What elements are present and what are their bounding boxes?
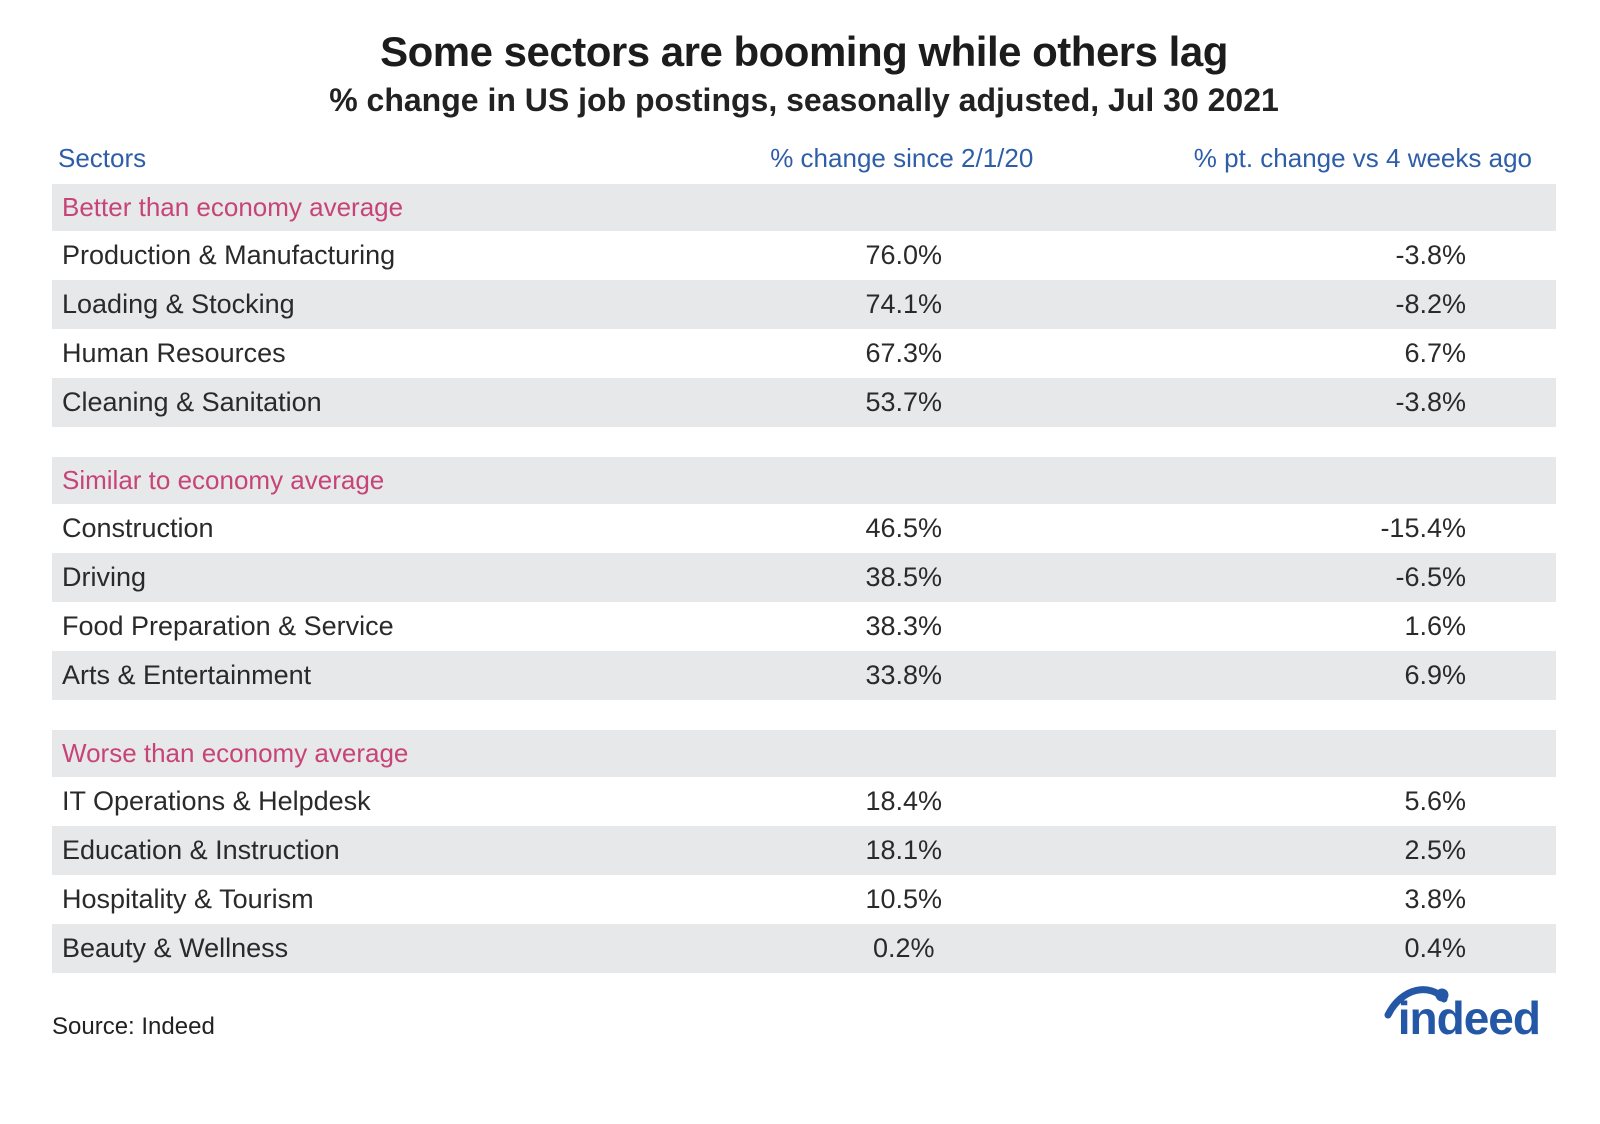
chart-title: Some sectors are booming while others la… (52, 28, 1556, 76)
table-row: Food Preparation & Service38.3%1.6% (52, 602, 1556, 651)
change-cell: 33.8% (699, 651, 1105, 700)
table-row: Driving38.5%-6.5% (52, 553, 1556, 602)
vs4w-cell: -3.8% (1105, 231, 1556, 280)
change-cell: 0.2% (699, 924, 1105, 973)
vs4w-cell: 3.8% (1105, 875, 1556, 924)
indeed-logo-arc-icon (1382, 981, 1452, 1021)
chart-subtitle: % change in US job postings, seasonally … (52, 82, 1556, 119)
sector-cell: Education & Instruction (52, 826, 699, 875)
sector-cell: Driving (52, 553, 699, 602)
sector-cell: IT Operations & Helpdesk (52, 777, 699, 826)
sector-cell: Cleaning & Sanitation (52, 378, 699, 427)
vs4w-cell: 1.6% (1105, 602, 1556, 651)
vs4w-cell: 0.4% (1105, 924, 1556, 973)
change-cell: 46.5% (699, 504, 1105, 553)
change-cell: 18.1% (699, 826, 1105, 875)
header-change: % change since 2/1/20 (699, 137, 1105, 184)
change-cell: 76.0% (699, 231, 1105, 280)
header-sectors: Sectors (52, 137, 699, 184)
change-cell: 18.4% (699, 777, 1105, 826)
sector-cell: Hospitality & Tourism (52, 875, 699, 924)
header-vs4w: % pt. change vs 4 weeks ago (1105, 137, 1556, 184)
footer: Source: Indeed indeed (52, 995, 1556, 1041)
sector-cell: Construction (52, 504, 699, 553)
change-cell: 38.3% (699, 602, 1105, 651)
change-cell: 10.5% (699, 875, 1105, 924)
table-row: Beauty & Wellness0.2%0.4% (52, 924, 1556, 973)
change-cell: 74.1% (699, 280, 1105, 329)
vs4w-cell: 6.7% (1105, 329, 1556, 378)
table-row: Education & Instruction18.1%2.5% (52, 826, 1556, 875)
gap-cell (52, 700, 1556, 730)
group-label: Worse than economy average (52, 730, 1556, 777)
chart-container: Some sectors are booming while others la… (0, 0, 1600, 1061)
source-text: Source: Indeed (52, 1013, 215, 1041)
table-row: Construction46.5%-15.4% (52, 504, 1556, 553)
vs4w-cell: -3.8% (1105, 378, 1556, 427)
gap-cell (52, 427, 1556, 457)
sectors-table: Sectors% change since 2/1/20% pt. change… (52, 137, 1556, 973)
sector-cell: Loading & Stocking (52, 280, 699, 329)
sector-cell: Arts & Entertainment (52, 651, 699, 700)
group-header: Similar to economy average (52, 457, 1556, 504)
vs4w-cell: -6.5% (1105, 553, 1556, 602)
sector-cell: Human Resources (52, 329, 699, 378)
group-label: Similar to economy average (52, 457, 1556, 504)
vs4w-cell: -8.2% (1105, 280, 1556, 329)
sector-cell: Food Preparation & Service (52, 602, 699, 651)
group-gap (52, 427, 1556, 457)
vs4w-cell: 2.5% (1105, 826, 1556, 875)
table-row: IT Operations & Helpdesk18.4%5.6% (52, 777, 1556, 826)
vs4w-cell: -15.4% (1105, 504, 1556, 553)
group-header: Worse than economy average (52, 730, 1556, 777)
vs4w-cell: 5.6% (1105, 777, 1556, 826)
table-row: Loading & Stocking74.1%-8.2% (52, 280, 1556, 329)
change-cell: 38.5% (699, 553, 1105, 602)
table-row: Human Resources67.3%6.7% (52, 329, 1556, 378)
group-header: Better than economy average (52, 184, 1556, 231)
table-row: Arts & Entertainment33.8%6.9% (52, 651, 1556, 700)
column-headers: Sectors% change since 2/1/20% pt. change… (52, 137, 1556, 184)
group-label: Better than economy average (52, 184, 1556, 231)
sector-cell: Production & Manufacturing (52, 231, 699, 280)
indeed-logo: indeed (1398, 995, 1546, 1041)
table-row: Production & Manufacturing76.0%-3.8% (52, 231, 1556, 280)
table-row: Cleaning & Sanitation53.7%-3.8% (52, 378, 1556, 427)
change-cell: 67.3% (699, 329, 1105, 378)
table-row: Hospitality & Tourism10.5%3.8% (52, 875, 1556, 924)
change-cell: 53.7% (699, 378, 1105, 427)
sector-cell: Beauty & Wellness (52, 924, 699, 973)
group-gap (52, 700, 1556, 730)
vs4w-cell: 6.9% (1105, 651, 1556, 700)
